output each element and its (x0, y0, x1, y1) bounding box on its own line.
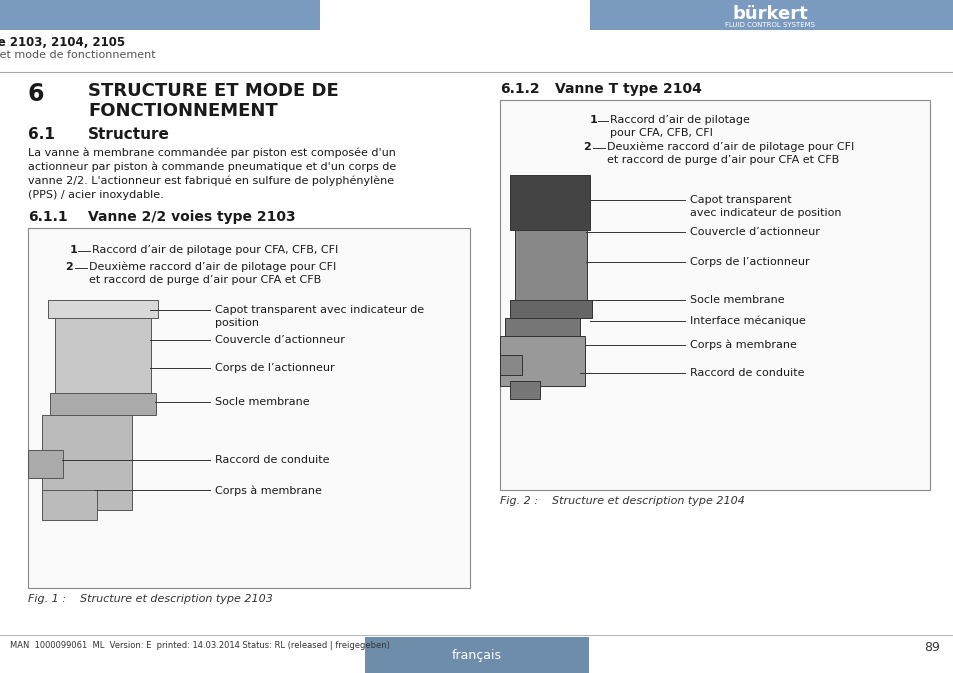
Bar (42, 415, 132, 510)
Text: Couvercle d’actionneur: Couvercle d’actionneur (214, 335, 345, 345)
Bar (0, 0, 319, 30)
Bar (42, 490, 97, 520)
Text: MAN  1000099061  ML  Version: E  printed: 14.03.2014 Status: RL (released | frei: MAN 1000099061 ML Version: E printed: 14… (10, 641, 390, 650)
Text: (PPS) / acier inoxydable.: (PPS) / acier inoxydable. (28, 190, 164, 200)
Text: Vanne T type 2104: Vanne T type 2104 (555, 82, 701, 96)
Text: Capot transparent avec indicateur de: Capot transparent avec indicateur de (214, 305, 424, 315)
Text: avec indicateur de position: avec indicateur de position (689, 208, 841, 218)
Text: bürkert: bürkert (731, 5, 807, 23)
Bar (499, 100, 929, 490)
Bar (50, 393, 156, 415)
Bar (510, 175, 589, 230)
Text: Capot transparent: Capot transparent (689, 195, 791, 205)
Text: et raccord de purge d’air pour CFA et CFB: et raccord de purge d’air pour CFA et CF… (89, 275, 321, 285)
Bar (55, 318, 151, 393)
Bar (499, 355, 521, 375)
Text: 6.1: 6.1 (28, 127, 55, 142)
Text: Structure: Structure (88, 127, 170, 142)
Text: FONCTIONNEMENT: FONCTIONNEMENT (88, 102, 277, 120)
Text: 89: 89 (923, 641, 939, 654)
Bar (28, 228, 470, 588)
Text: Raccord d’air de pilotage pour CFA, CFB, CFI: Raccord d’air de pilotage pour CFA, CFB,… (91, 245, 338, 255)
Text: 1: 1 (589, 115, 598, 125)
Text: Corps à membrane: Corps à membrane (214, 485, 321, 495)
Text: et raccord de purge d’air pour CFA et CFB: et raccord de purge d’air pour CFA et CF… (606, 155, 839, 165)
Text: pour CFA, CFB, CFI: pour CFA, CFB, CFI (609, 128, 712, 138)
Text: Raccord de conduite: Raccord de conduite (689, 368, 803, 378)
Bar (589, 0, 953, 30)
Bar (504, 318, 579, 336)
Text: Interface mécanique: Interface mécanique (689, 316, 805, 326)
Text: La vanne à membrane commandée par piston est composée d'un: La vanne à membrane commandée par piston… (28, 148, 395, 159)
Bar (499, 336, 584, 386)
Text: actionneur par piston à commande pneumatique et d'un corps de: actionneur par piston à commande pneumat… (28, 162, 395, 172)
Text: Deuxième raccord d’air de pilotage pour CFI: Deuxième raccord d’air de pilotage pour … (89, 262, 335, 273)
Text: Corps de l’actionneur: Corps de l’actionneur (689, 257, 809, 267)
Text: 6.1.1: 6.1.1 (28, 210, 68, 224)
Bar (28, 450, 63, 478)
Text: Structure et mode de fonctionnement: Structure et mode de fonctionnement (0, 50, 155, 60)
Bar (48, 300, 158, 318)
Text: Raccord d’air de pilotage: Raccord d’air de pilotage (609, 115, 749, 125)
Text: Deuxième raccord d’air de pilotage pour CFI: Deuxième raccord d’air de pilotage pour … (606, 142, 853, 153)
Bar (510, 381, 539, 399)
Text: 6: 6 (28, 82, 45, 106)
Text: 2: 2 (582, 142, 590, 152)
Text: Type 2103, 2104, 2105: Type 2103, 2104, 2105 (0, 36, 125, 49)
Text: Vanne 2/2 voies type 2103: Vanne 2/2 voies type 2103 (88, 210, 295, 224)
Bar (365, 637, 588, 673)
Bar (510, 300, 592, 318)
Text: 6.1.2: 6.1.2 (499, 82, 539, 96)
Text: position: position (214, 318, 258, 328)
Text: Socle membrane: Socle membrane (214, 397, 310, 407)
Text: STRUCTURE ET MODE DE: STRUCTURE ET MODE DE (88, 82, 338, 100)
Text: Fig. 2 :    Structure et description type 2104: Fig. 2 : Structure et description type 2… (499, 496, 744, 506)
Text: Fig. 1 :    Structure et description type 2103: Fig. 1 : Structure et description type 2… (28, 594, 273, 604)
Text: français: français (452, 649, 501, 662)
Text: vanne 2/2. L'actionneur est fabriqué en sulfure de polyphénylène: vanne 2/2. L'actionneur est fabriqué en … (28, 176, 394, 186)
Bar (515, 230, 586, 300)
Text: 2: 2 (65, 262, 72, 272)
Text: Corps à membrane: Corps à membrane (689, 340, 796, 351)
Text: FLUID CONTROL SYSTEMS: FLUID CONTROL SYSTEMS (724, 22, 814, 28)
Text: Socle membrane: Socle membrane (689, 295, 783, 305)
Text: Couvercle d’actionneur: Couvercle d’actionneur (689, 227, 819, 237)
Text: Corps de l’actionneur: Corps de l’actionneur (214, 363, 335, 373)
Text: Raccord de conduite: Raccord de conduite (214, 455, 329, 465)
Text: 1: 1 (70, 245, 77, 255)
